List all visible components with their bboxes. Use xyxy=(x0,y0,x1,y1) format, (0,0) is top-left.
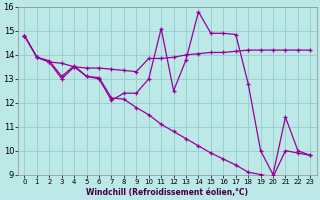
X-axis label: Windchill (Refroidissement éolien,°C): Windchill (Refroidissement éolien,°C) xyxy=(86,188,248,197)
